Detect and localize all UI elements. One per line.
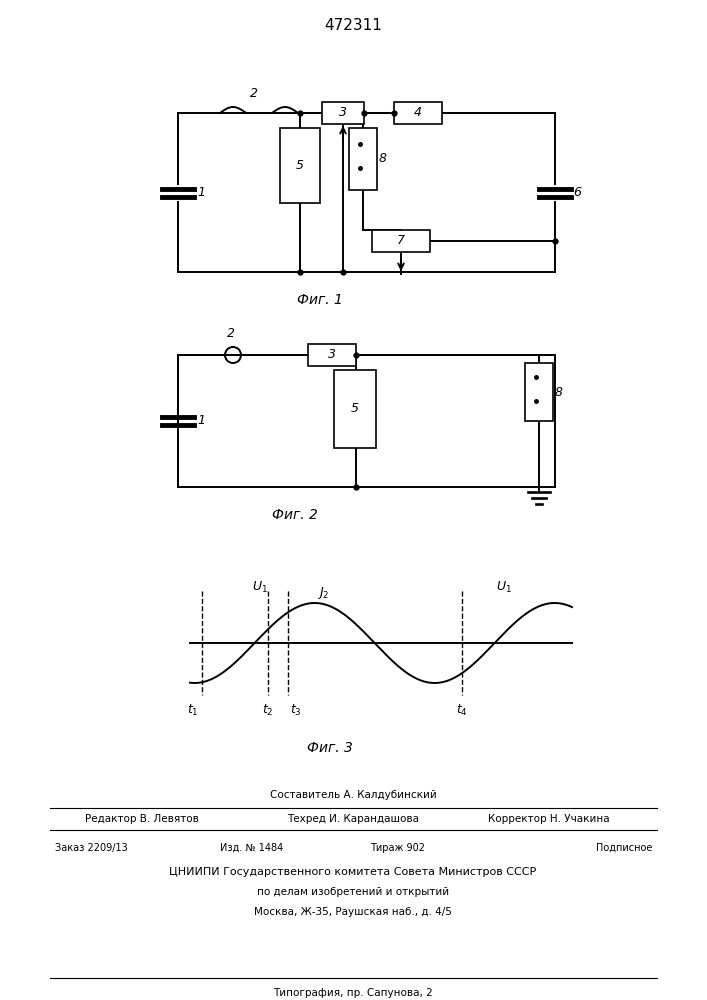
Text: 8: 8 — [379, 152, 387, 165]
Bar — [372, 230, 430, 252]
Text: 5: 5 — [296, 159, 304, 172]
Text: Фиг. 1: Фиг. 1 — [297, 293, 343, 307]
Text: 7: 7 — [397, 234, 405, 247]
Text: Техред И. Карандашова: Техред И. Карандашова — [287, 814, 419, 824]
Text: 2: 2 — [227, 327, 235, 340]
Text: Составитель А. Калдубинский: Составитель А. Калдубинский — [269, 790, 436, 800]
Text: 3: 3 — [339, 106, 347, 119]
Text: $U_1$: $U_1$ — [252, 580, 268, 595]
Text: 8: 8 — [555, 385, 563, 398]
Text: ЦНИИПИ Государственного комитета Совета Министров СССР: ЦНИИПИ Государственного комитета Совета … — [170, 867, 537, 877]
Text: 1: 1 — [197, 186, 205, 199]
Bar — [349, 128, 377, 190]
Bar — [280, 128, 320, 203]
Bar — [322, 102, 364, 124]
Text: Подписное: Подписное — [595, 843, 652, 853]
Text: Изд. № 1484: Изд. № 1484 — [220, 843, 284, 853]
Text: $U_1$: $U_1$ — [496, 580, 512, 595]
Text: 2: 2 — [250, 87, 258, 100]
Text: 5: 5 — [351, 402, 359, 416]
Text: Корректор Н. Учакина: Корректор Н. Учакина — [489, 814, 610, 824]
Text: Тираж 902: Тираж 902 — [370, 843, 425, 853]
Text: $t_2$: $t_2$ — [262, 703, 274, 718]
Text: по делам изобретений и открытий: по делам изобретений и открытий — [257, 887, 449, 897]
Text: 6: 6 — [573, 186, 581, 199]
Bar — [334, 370, 376, 448]
Text: Типография, пр. Сапунова, 2: Типография, пр. Сапунова, 2 — [273, 988, 433, 998]
Text: Фиг. 3: Фиг. 3 — [307, 741, 353, 755]
Bar — [308, 344, 356, 366]
Text: Фиг. 2: Фиг. 2 — [272, 508, 318, 522]
Text: $t_3$: $t_3$ — [290, 703, 302, 718]
Text: 4: 4 — [414, 106, 422, 119]
Bar — [394, 102, 442, 124]
Text: $t_1$: $t_1$ — [187, 703, 199, 718]
Text: 472311: 472311 — [324, 18, 382, 33]
Text: Редактор В. Левятов: Редактор В. Левятов — [85, 814, 199, 824]
Text: Заказ 2209/13: Заказ 2209/13 — [55, 843, 128, 853]
Text: $J_2$: $J_2$ — [317, 585, 329, 601]
Bar — [525, 363, 553, 421]
Text: $t_4$: $t_4$ — [456, 703, 468, 718]
Text: 1: 1 — [197, 414, 205, 428]
Text: 3: 3 — [328, 349, 336, 361]
Text: Москва, Ж-35, Раушская наб., д. 4/5: Москва, Ж-35, Раушская наб., д. 4/5 — [254, 907, 452, 917]
